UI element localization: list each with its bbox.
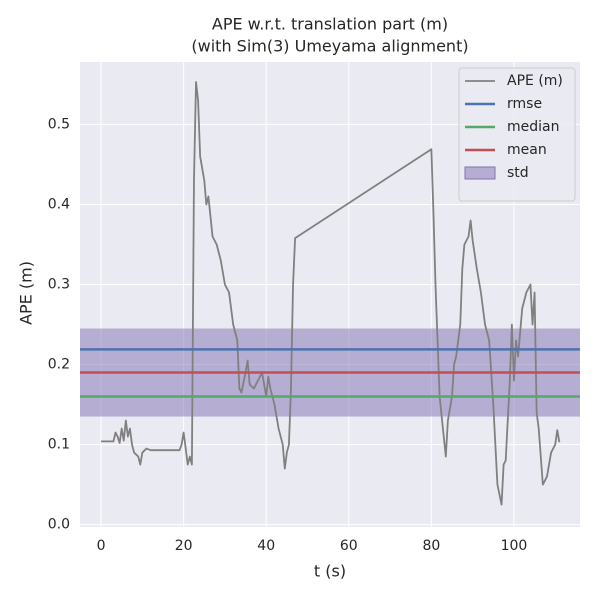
legend-label: std xyxy=(507,165,529,181)
x-axis-label: t (s) xyxy=(314,562,346,581)
legend-label: mean xyxy=(507,142,547,158)
legend-label: rmse xyxy=(507,96,542,112)
y-axis-label: APE (m) xyxy=(17,261,36,325)
chart-subtitle: (with Sim(3) Umeyama alignment) xyxy=(191,37,468,56)
y-tick-label: 0.1 xyxy=(48,437,70,453)
legend: APE (m) rmse median mean std xyxy=(458,67,576,202)
x-tick-label: 100 xyxy=(501,538,528,554)
y-tick-label: 0.2 xyxy=(48,357,70,373)
x-tick-label: 80 xyxy=(422,538,440,554)
x-tick-label: 40 xyxy=(257,538,275,554)
y-tick-label: 0.4 xyxy=(48,196,70,212)
y-tick-label: 0.0 xyxy=(48,517,70,533)
y-tick-label: 0.3 xyxy=(48,276,70,292)
legend-swatch xyxy=(464,166,496,180)
x-tick-label: 20 xyxy=(175,538,193,554)
legend-label: median xyxy=(507,119,559,135)
data-line xyxy=(101,81,561,506)
y-tick-label: 0.5 xyxy=(48,116,70,132)
x-tick-label: 0 xyxy=(97,538,106,554)
legend-label: APE (m) xyxy=(507,73,563,89)
chart-title: APE w.r.t. translation part (m) xyxy=(212,15,448,34)
x-tick-label: 60 xyxy=(340,538,358,554)
